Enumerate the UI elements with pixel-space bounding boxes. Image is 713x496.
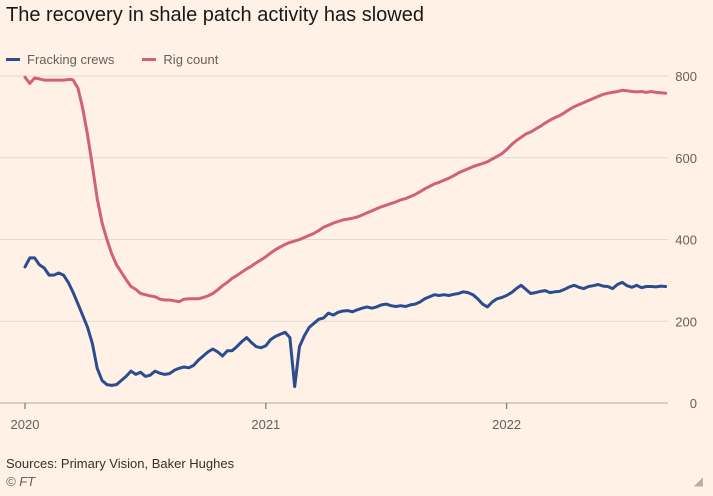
legend-swatch-fracking-crews [6,57,20,61]
legend-item-rig-count: Rig count [142,52,218,67]
source-note: Sources: Primary Vision, Baker Hughes [6,456,235,471]
y-tick-label: 600 [675,151,697,166]
y-tick-label: 800 [675,69,697,84]
legend-label-fracking-crews: Fracking crews [27,51,115,67]
ft-credit: © FT [6,474,36,489]
series-line-fracking-crews [23,256,668,389]
series-group [23,75,668,389]
x-tick-label: 2022 [492,417,521,432]
y-tick-label: 400 [675,233,697,248]
axes: 0 200 400 600 800 2020 2021 2022 [11,69,697,432]
grid [0,75,668,404]
legend: Fracking crews Rig count [6,50,246,68]
x-tick-label: 2020 [11,417,40,432]
chart-title: The recovery in shale patch activity has… [6,4,424,26]
y-tick-label: 0 [690,396,697,411]
x-tick-label: 2021 [251,417,280,432]
y-tick-label: 200 [675,314,697,329]
legend-item-fracking-crews: Fracking crews [6,52,114,67]
legend-label-rig-count: Rig count [163,51,219,67]
legend-swatch-rig-count [142,57,157,61]
resize-grip-icon: ◢ [693,474,703,488]
series-line-rig-count [23,75,668,304]
